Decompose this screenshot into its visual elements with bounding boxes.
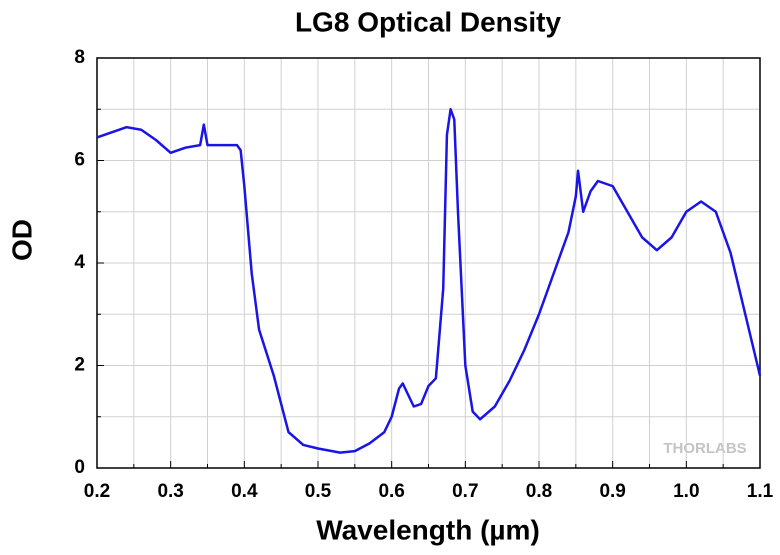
watermark: THORLABS	[663, 440, 746, 457]
x-tick-label: 0.8	[526, 481, 552, 502]
x-tick-label: 0.2	[84, 481, 110, 502]
x-tick-label: 0.4	[231, 481, 258, 502]
x-tick-label: 0.9	[599, 481, 625, 502]
x-tick-label: 0.7	[452, 481, 478, 502]
y-tick-label: 8	[74, 47, 85, 68]
data-line	[96, 108, 762, 454]
x-tick-label: 1.0	[673, 481, 699, 502]
y-tick-label: 4	[74, 252, 85, 273]
x-tick-label: 1.1	[747, 481, 774, 502]
x-tick-label: 0.3	[157, 481, 183, 502]
chart-title: LG8 Optical Density	[295, 6, 561, 37]
x-tick-label: 0.5	[305, 481, 332, 502]
y-tick-label: 6	[74, 150, 85, 171]
y-axis-label: OD	[6, 219, 37, 261]
x-axis-label: Wavelength (µm)	[316, 514, 540, 545]
y-tick-label: 2	[74, 355, 85, 376]
x-tick-label: 0.6	[378, 481, 404, 502]
y-tick-label: 0	[74, 457, 85, 478]
plot-frame	[96, 57, 761, 469]
